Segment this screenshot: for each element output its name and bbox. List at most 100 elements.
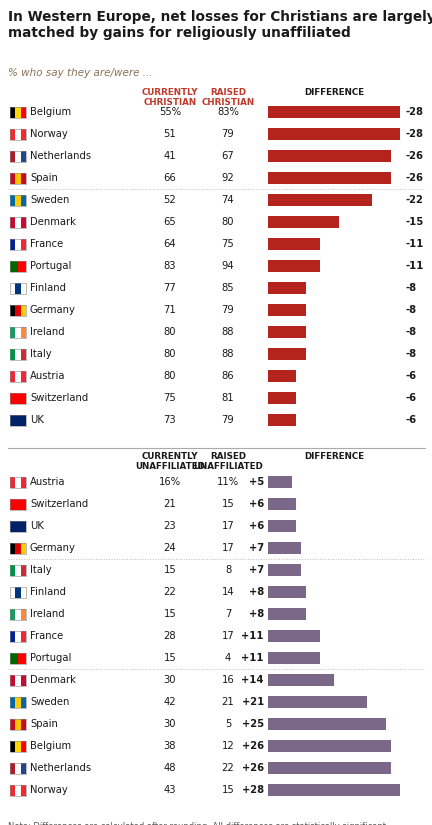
Text: -6: -6 bbox=[406, 415, 417, 425]
Bar bbox=[10, 521, 26, 531]
Bar bbox=[10, 414, 26, 426]
Text: Spain: Spain bbox=[30, 719, 58, 729]
Bar bbox=[21, 238, 26, 249]
Text: 15: 15 bbox=[222, 499, 235, 509]
Bar bbox=[21, 304, 26, 315]
Bar bbox=[10, 238, 15, 249]
Text: 22: 22 bbox=[222, 763, 235, 773]
Text: 73: 73 bbox=[164, 415, 176, 425]
Bar bbox=[268, 304, 306, 316]
Text: -8: -8 bbox=[406, 305, 417, 315]
Text: +26: +26 bbox=[242, 763, 264, 773]
Text: 80: 80 bbox=[222, 217, 234, 227]
Text: Italy: Italy bbox=[30, 565, 52, 575]
Text: -6: -6 bbox=[406, 393, 417, 403]
Text: 4: 4 bbox=[225, 653, 231, 663]
Text: +7: +7 bbox=[249, 565, 264, 575]
Text: 79: 79 bbox=[222, 415, 235, 425]
Bar bbox=[10, 216, 15, 228]
Text: Germany: Germany bbox=[30, 305, 76, 315]
Text: 15: 15 bbox=[222, 785, 235, 795]
Bar bbox=[268, 498, 296, 510]
Text: Germany: Germany bbox=[30, 543, 76, 553]
Text: 75: 75 bbox=[164, 393, 176, 403]
Text: -8: -8 bbox=[406, 349, 417, 359]
Bar bbox=[15, 785, 21, 795]
Bar bbox=[15, 150, 21, 162]
Bar bbox=[10, 543, 15, 554]
Text: 42: 42 bbox=[164, 697, 176, 707]
Bar bbox=[10, 477, 26, 488]
Bar bbox=[15, 172, 21, 183]
Text: Denmark: Denmark bbox=[30, 675, 76, 685]
Text: Denmark: Denmark bbox=[30, 217, 76, 227]
Bar bbox=[10, 564, 15, 576]
Text: Switzerland: Switzerland bbox=[30, 499, 88, 509]
Bar bbox=[10, 762, 15, 774]
Text: Switzerland: Switzerland bbox=[30, 393, 88, 403]
Bar bbox=[10, 304, 26, 315]
Bar bbox=[268, 762, 391, 774]
Text: +11: +11 bbox=[241, 631, 264, 641]
Bar bbox=[268, 630, 320, 642]
Bar bbox=[21, 741, 26, 752]
Bar bbox=[268, 172, 391, 184]
Bar bbox=[268, 194, 372, 206]
Bar bbox=[268, 216, 339, 228]
Bar bbox=[10, 477, 15, 488]
Text: +21: +21 bbox=[242, 697, 264, 707]
Text: 83: 83 bbox=[164, 261, 176, 271]
Bar bbox=[10, 653, 26, 663]
Bar bbox=[268, 520, 296, 532]
Text: 21: 21 bbox=[222, 697, 235, 707]
Bar bbox=[10, 327, 15, 337]
Text: Portugal: Portugal bbox=[30, 653, 71, 663]
Bar bbox=[10, 498, 26, 510]
Text: +14: +14 bbox=[241, 675, 264, 685]
Text: -26: -26 bbox=[406, 151, 424, 161]
Bar bbox=[15, 543, 21, 554]
Bar bbox=[21, 564, 26, 576]
Text: 7: 7 bbox=[225, 609, 231, 619]
Bar bbox=[21, 129, 26, 139]
Bar bbox=[10, 741, 26, 752]
Bar bbox=[268, 784, 400, 796]
Text: -28: -28 bbox=[406, 107, 424, 117]
Bar bbox=[10, 696, 15, 708]
Text: France: France bbox=[30, 631, 63, 641]
Bar bbox=[15, 327, 21, 337]
Bar bbox=[21, 172, 26, 183]
Text: RAISED
CHRISTIAN: RAISED CHRISTIAN bbox=[201, 88, 254, 107]
Bar bbox=[21, 106, 26, 117]
Text: 79: 79 bbox=[222, 305, 235, 315]
Bar bbox=[15, 719, 21, 729]
Text: CURRENTLY
UNAFFILIATED: CURRENTLY UNAFFILIATED bbox=[135, 452, 205, 471]
Text: +8: +8 bbox=[249, 609, 264, 619]
Bar bbox=[15, 564, 21, 576]
Bar bbox=[268, 348, 306, 360]
Bar bbox=[15, 216, 21, 228]
Bar bbox=[15, 741, 21, 752]
Text: 48: 48 bbox=[164, 763, 176, 773]
Text: +25: +25 bbox=[242, 719, 264, 729]
Bar bbox=[15, 675, 21, 686]
Text: CURRENTLY
CHRISTIAN: CURRENTLY CHRISTIAN bbox=[142, 88, 198, 107]
Bar bbox=[10, 762, 26, 774]
Text: Austria: Austria bbox=[30, 371, 66, 381]
Text: +7: +7 bbox=[249, 543, 264, 553]
Text: -8: -8 bbox=[406, 283, 417, 293]
Bar bbox=[15, 609, 21, 620]
Bar bbox=[10, 348, 26, 360]
Bar bbox=[10, 696, 26, 708]
Text: 22: 22 bbox=[164, 587, 176, 597]
Bar bbox=[10, 129, 15, 139]
Bar bbox=[10, 304, 15, 315]
Text: 81: 81 bbox=[222, 393, 234, 403]
Bar bbox=[15, 195, 21, 205]
Text: Norway: Norway bbox=[30, 129, 68, 139]
Bar bbox=[10, 741, 15, 752]
Bar bbox=[10, 630, 15, 642]
Bar bbox=[15, 630, 21, 642]
Bar bbox=[10, 348, 15, 360]
Bar bbox=[10, 587, 15, 597]
